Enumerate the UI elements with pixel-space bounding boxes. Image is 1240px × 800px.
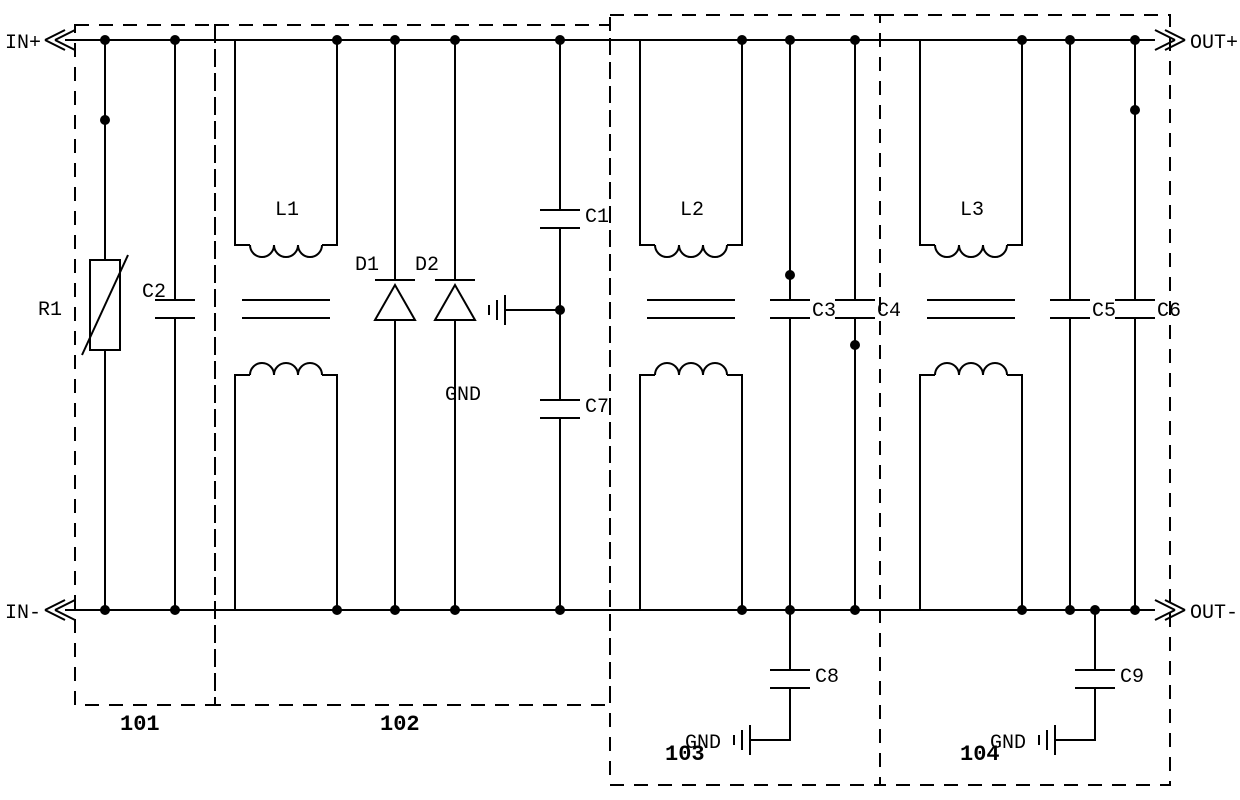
svg-text:GND: GND [685, 732, 721, 755]
svg-text:C4: C4 [877, 300, 901, 323]
choke-L1: L1 [235, 40, 337, 610]
block-label-102: 102 [380, 712, 420, 737]
svg-text:L3: L3 [960, 199, 984, 222]
svg-text:C8: C8 [815, 666, 839, 689]
capacitor-C9-gnd: C9 GND [990, 610, 1144, 755]
svg-text:OUT+: OUT+ [1190, 32, 1238, 55]
capacitor-C6: C6 [1115, 40, 1181, 610]
capacitor-C2: C2 [142, 40, 195, 610]
cap-network-C1-C7: C1 C7 [535, 40, 609, 610]
port-out-plus: OUT+ [1155, 30, 1238, 55]
svg-text:GND: GND [990, 732, 1026, 755]
svg-text:L1: L1 [275, 199, 299, 222]
svg-text:IN-: IN- [5, 602, 41, 625]
svg-text:C5: C5 [1092, 300, 1116, 323]
svg-text:C6: C6 [1157, 300, 1181, 323]
capacitor-C8-gnd: C8 GND [685, 610, 839, 755]
capacitor-C3: C3 [770, 40, 836, 610]
block-103 [610, 15, 880, 785]
diode-D2: D2 [415, 40, 475, 610]
svg-text:L2: L2 [680, 199, 704, 222]
diode-D1: D1 [355, 40, 415, 610]
block-label-101: 101 [120, 712, 160, 737]
svg-text:OUT-: OUT- [1190, 602, 1238, 625]
svg-text:R1: R1 [38, 299, 62, 322]
varistor-R1: R1 [38, 40, 128, 610]
circuit-diagram: 101 102 103 104 IN+ IN- OUT+ OUT- R1 [0, 0, 1240, 800]
svg-text:C7: C7 [585, 396, 609, 419]
svg-text:C1: C1 [585, 206, 609, 229]
svg-text:IN+: IN+ [5, 32, 41, 55]
port-in-minus: IN- [5, 600, 75, 625]
svg-text:D1: D1 [355, 254, 379, 277]
svg-text:GND: GND [445, 384, 481, 407]
port-out-minus: OUT- [1155, 600, 1238, 625]
port-in-plus: IN+ [5, 30, 75, 55]
svg-text:C9: C9 [1120, 666, 1144, 689]
block-102 [215, 25, 610, 705]
choke-L3: L3 [920, 40, 1022, 610]
capacitor-C4: C4 [835, 40, 901, 610]
choke-L2: L2 [640, 40, 742, 610]
svg-text:D2: D2 [415, 254, 439, 277]
gnd-block102: GND [445, 295, 535, 407]
capacitor-C5: C5 [1050, 40, 1116, 610]
svg-text:C2: C2 [142, 281, 166, 304]
block-101 [75, 25, 215, 705]
svg-text:C3: C3 [812, 300, 836, 323]
